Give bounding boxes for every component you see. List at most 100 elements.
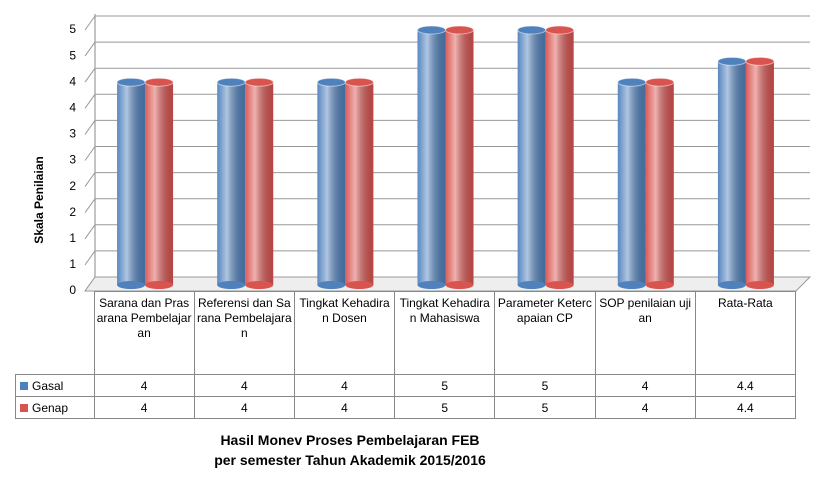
grid-line	[84, 224, 96, 240]
y-tick-label: 5	[69, 48, 76, 62]
y-tick-label: 2	[69, 179, 76, 193]
bar-shine	[317, 82, 346, 285]
y-tick-label: 3	[69, 127, 76, 141]
chart-title: Hasil Monev Proses Pembelajaran FEB	[220, 432, 480, 448]
y-tick-label: 0	[69, 283, 76, 297]
x-tick-label: Tingkat Kehadiran Mahasiswa	[394, 291, 496, 375]
bar-base	[517, 281, 546, 289]
bar-base	[417, 281, 446, 289]
table-corner	[15, 291, 95, 375]
bar-cap	[344, 77, 374, 87]
y-tick-label: 1	[69, 231, 76, 245]
bar-shine	[145, 82, 174, 285]
grid-line	[84, 172, 96, 187]
table-row: Gasal 4 4 4 5 5 4 4.4	[15, 374, 797, 397]
data-label: 4	[93, 396, 195, 419]
data-label: 4	[193, 374, 295, 397]
bar-cap	[517, 25, 547, 35]
y-tick-label: 4	[69, 100, 76, 114]
x-tick-label: Parameter Ketercapaian CP	[494, 291, 596, 375]
bar-cap	[445, 25, 474, 35]
x-tick-label: Rata-Rata	[694, 291, 797, 375]
chart-subtitle: per semester Tahun Akademik 2015/2016	[214, 452, 486, 468]
bar-shine	[445, 30, 474, 285]
legend-cell: Gasal	[15, 374, 95, 397]
grid-line	[84, 94, 96, 109]
bar-base	[545, 281, 574, 289]
y-axis-label: Skala Penilaian	[32, 156, 46, 243]
data-label: 4	[93, 374, 195, 397]
bar-base	[745, 281, 774, 289]
bar-cap	[545, 25, 575, 35]
bar-cap	[116, 77, 146, 87]
bar-base	[145, 281, 174, 289]
y-tick-label: 4	[69, 74, 76, 88]
bar-cap	[316, 77, 346, 87]
legend-cell: Genap	[15, 396, 95, 419]
bar-base	[217, 281, 246, 289]
y-tick-label: 1	[69, 257, 76, 271]
bar-shine	[617, 82, 646, 285]
grid-line	[84, 198, 96, 213]
bar-shine	[117, 82, 146, 285]
bar-shine	[217, 82, 246, 285]
data-label: 4.4	[694, 396, 797, 419]
grid-line	[84, 67, 96, 83]
data-label: 4.4	[694, 374, 797, 397]
y-tick-label: 3	[69, 153, 76, 167]
bar-base	[617, 281, 646, 289]
bar-cap	[244, 77, 274, 87]
x-tick-label: Sarana dan Prasarana Pembelajaran	[93, 291, 195, 375]
grid-line	[84, 146, 96, 161]
x-tick-label: Referensi dan Sarana Pembelajaran	[193, 291, 295, 375]
bar-cap	[417, 25, 446, 35]
grid-line	[84, 15, 96, 31]
bar-cap	[745, 56, 775, 66]
bar-base	[445, 281, 474, 289]
bar-base	[645, 281, 674, 289]
data-table: Sarana dan Prasarana Pembelajaran Referen…	[15, 291, 797, 419]
bar-shine	[417, 30, 446, 285]
bar-cap	[617, 77, 647, 87]
data-label: 5	[494, 374, 596, 397]
table-header-row: Sarana dan Prasarana Pembelajaran Referen…	[15, 291, 797, 375]
table-row: Genap 4 4 4 5 5 4 4.4	[15, 396, 797, 419]
bar-shine	[517, 30, 546, 285]
data-label: 5	[394, 374, 496, 397]
bar-base	[317, 281, 346, 289]
grid-line	[84, 120, 96, 135]
bar-shine	[645, 82, 674, 285]
bar-base	[117, 281, 146, 289]
data-label: 5	[394, 396, 496, 419]
x-tick-label: Tingkat Kehadiran Dosen	[293, 291, 396, 375]
bar-shine	[245, 82, 274, 285]
data-label: 5	[494, 396, 596, 419]
legend-swatch	[20, 381, 28, 390]
bar-shine	[345, 82, 374, 285]
bar-shine	[545, 30, 574, 285]
bar-cap	[645, 77, 675, 87]
grid-line	[84, 41, 96, 57]
y-tick-label: 5	[69, 22, 76, 36]
bar-shine	[717, 61, 746, 285]
data-label: 4	[193, 396, 295, 419]
data-label: 4	[293, 374, 396, 397]
bar-base	[245, 281, 274, 289]
bar-cap	[144, 77, 174, 87]
legend-label: Gasal	[32, 378, 64, 393]
legend-label: Genap	[32, 400, 69, 415]
data-label: 4	[594, 396, 696, 419]
bar-shine	[745, 61, 774, 285]
legend-swatch	[20, 403, 28, 412]
bar-cap	[216, 77, 246, 87]
data-label: 4	[293, 396, 396, 419]
x-tick-label: SOP penilaian ujian	[594, 291, 696, 375]
bar-cap	[717, 56, 747, 66]
bar-base	[717, 281, 746, 289]
data-label: 4	[594, 374, 696, 397]
grid-line	[84, 250, 96, 266]
bar-base	[345, 281, 374, 289]
